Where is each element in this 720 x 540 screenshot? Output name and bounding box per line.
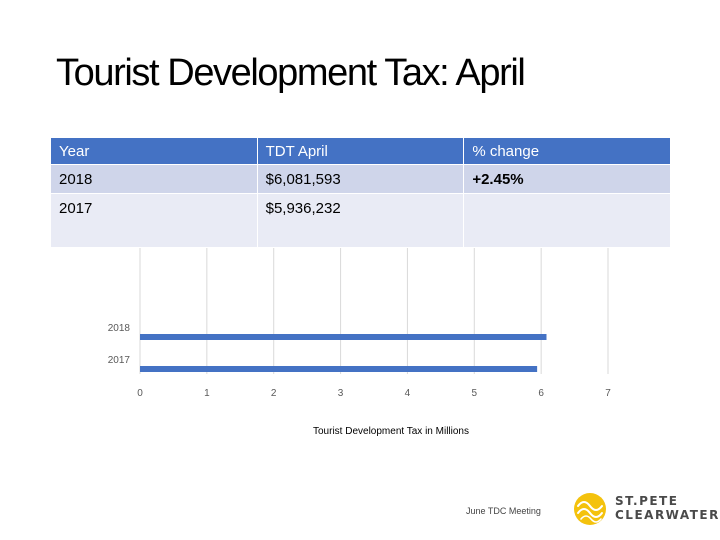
header-year: Year (50, 137, 258, 165)
tdt-table: Year TDT April % change 2018 $6,081,593 … (50, 137, 671, 248)
logo-line-1: ST.PETE (615, 494, 679, 508)
y-category-label: 2017 (108, 355, 131, 366)
x-tick-label: 2 (271, 388, 277, 399)
cell-year: 2017 (50, 193, 258, 248)
x-tick-label: 0 (137, 388, 143, 399)
table-row: 2018 $6,081,593 +2.45% (50, 164, 671, 194)
x-axis-label: Tourist Development Tax in Millions (313, 426, 469, 437)
cell-change (463, 193, 671, 248)
sun-swirl-icon (574, 493, 606, 525)
x-tick-label: 1 (204, 388, 210, 399)
bar-2017 (140, 366, 538, 372)
x-tick-label: 3 (338, 388, 344, 399)
x-tick-label: 6 (538, 388, 544, 399)
table-row: 2017 $5,936,232 (50, 193, 671, 248)
cell-year: 2018 (50, 164, 258, 194)
st-pete-clearwater-logo (574, 493, 606, 525)
bar-2018 (140, 334, 547, 340)
x-tick-label: 7 (605, 388, 611, 399)
logo-line-2: CLEARWATER (615, 508, 720, 522)
header-tdt-april: TDT April (256, 137, 465, 165)
logo-wordmark: ST.PETE CLEARWATER (615, 494, 720, 522)
footer-meeting-label: June TDC Meeting (466, 506, 541, 516)
slide-title: Tourist Development Tax: April (56, 52, 526, 94)
x-tick-label: 4 (405, 388, 411, 399)
cell-change: +2.45% (463, 164, 671, 194)
header-percent-change: % change (463, 137, 671, 165)
cell-tdt: $6,081,593 (256, 164, 465, 194)
y-category-label: 2018 (108, 323, 131, 334)
x-tick-label: 5 (472, 388, 478, 399)
table-header-row: Year TDT April % change (50, 137, 671, 165)
cell-tdt: $5,936,232 (256, 193, 465, 248)
